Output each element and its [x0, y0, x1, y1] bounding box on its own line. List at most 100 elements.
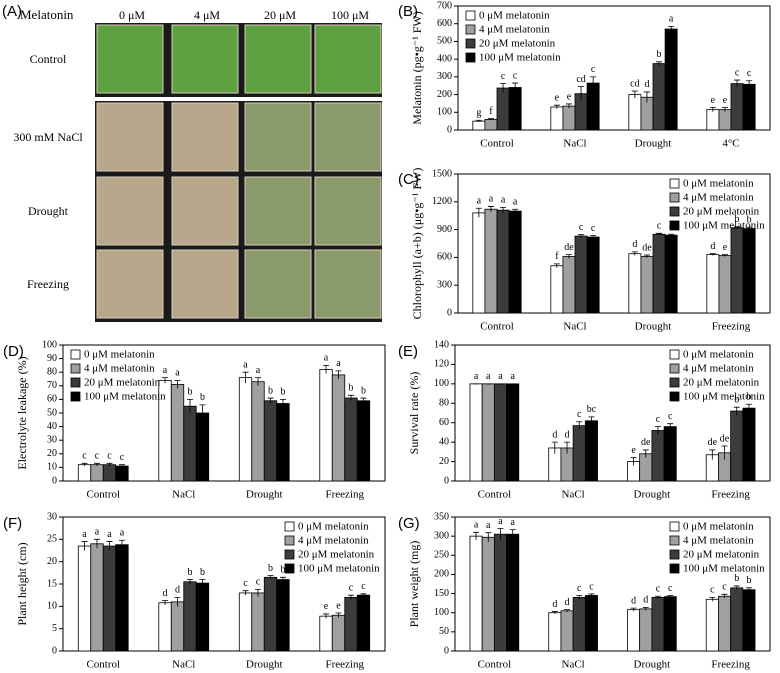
column-label: 0 μM	[119, 8, 145, 22]
legend-label: 20 μM melatonin	[683, 206, 760, 218]
plot-frame	[457, 5, 771, 131]
significance-letter: cd	[576, 74, 585, 85]
error-bar	[255, 588, 262, 597]
bar	[664, 234, 678, 314]
significance-letter: e	[567, 91, 572, 102]
x-tick-label: Drought	[635, 321, 672, 333]
significance-letter: b	[280, 387, 285, 398]
bar	[331, 374, 346, 482]
error-bar	[668, 25, 675, 32]
y-tick-label: 100	[437, 107, 452, 118]
error-bar	[487, 118, 494, 121]
y-tick-label: 200	[437, 89, 452, 100]
photo-cell	[244, 24, 312, 94]
error-bar	[174, 379, 181, 389]
bar	[506, 533, 520, 652]
error-bar	[588, 593, 595, 598]
bar	[586, 82, 600, 131]
error-bar	[656, 232, 663, 236]
significance-letter: a	[474, 520, 479, 531]
y-tick-label: 10	[47, 462, 57, 473]
y-tick-label: 40	[439, 436, 449, 447]
error-bar	[553, 104, 560, 109]
x-tick-label: NaCl	[172, 659, 195, 671]
x-tick-label: Drought	[635, 138, 672, 150]
bar	[706, 109, 720, 131]
bar	[251, 592, 265, 652]
significance-letter: c	[656, 584, 661, 595]
bar	[706, 254, 720, 314]
significance-letter: b	[747, 215, 752, 226]
bar	[742, 589, 756, 652]
significance-letter: c	[579, 222, 584, 233]
error-bar	[81, 462, 88, 467]
significance-letter: e	[555, 92, 560, 103]
x-tick-label: 4°C	[722, 138, 739, 150]
x-tick-label: Freezing	[326, 659, 365, 671]
significance-letter: a	[486, 371, 491, 382]
y-tick-label: 1500	[432, 168, 452, 179]
row-label: Drought	[28, 204, 69, 218]
bar	[572, 597, 586, 652]
error-bar	[81, 541, 88, 551]
bar	[331, 614, 346, 652]
error-bar	[512, 82, 519, 92]
error-bar	[721, 593, 728, 599]
significance-letter: a	[474, 371, 479, 382]
y-axis-label: Survival rate (%)	[407, 372, 421, 455]
legend-label: 20 μM melatonin	[298, 549, 375, 561]
bar	[560, 610, 574, 652]
x-tick-label: Freezing	[712, 321, 751, 333]
error-bar	[588, 416, 595, 425]
legend-label: 100 μM melatonin	[298, 563, 380, 575]
y-tick-label: 700	[437, 0, 452, 11]
bar	[276, 579, 290, 652]
legend-label: 100 μM melatonin	[683, 391, 765, 403]
x-tick-label: Control	[478, 489, 512, 501]
x-tick-label: NaCl	[563, 138, 586, 150]
bar	[195, 412, 210, 482]
error-bar	[564, 441, 571, 454]
y-tick-label: 60	[439, 417, 449, 428]
bar	[170, 601, 185, 652]
error-bar	[255, 377, 262, 386]
error-bar	[733, 406, 740, 415]
significance-letter: de	[708, 437, 718, 448]
significance-letter: a	[501, 195, 506, 206]
bar	[263, 576, 278, 652]
x-tick-label: NaCl	[172, 489, 195, 501]
legend-label: 4 μM melatonin	[683, 192, 754, 204]
error-bar	[643, 91, 650, 103]
y-tick-label: 0	[447, 307, 452, 318]
legend-swatch	[284, 563, 295, 574]
significance-letter: c	[735, 67, 740, 78]
bar	[496, 209, 510, 314]
legend-swatch	[70, 349, 81, 360]
significance-letter: d	[632, 239, 637, 250]
significance-letter: d	[631, 595, 636, 606]
bar	[572, 425, 586, 482]
panel-label: (G)	[398, 515, 420, 532]
legend-label: 0 μM melatonin	[479, 10, 550, 22]
significance-letter: c	[501, 71, 506, 82]
error-bar	[631, 90, 638, 99]
significance-letter: c	[107, 451, 112, 462]
y-tick-label: 30	[47, 434, 57, 445]
bar	[251, 381, 265, 482]
error-bar	[485, 532, 492, 542]
error-bar	[475, 119, 482, 123]
error-bar	[746, 226, 753, 231]
bar	[663, 426, 677, 482]
bar	[651, 597, 665, 652]
y-axis-label: Chlorophyll (a+b) (μg•g⁻¹ FW)	[410, 168, 424, 320]
significance-letter: b	[200, 392, 205, 403]
significance-letter: a	[513, 197, 518, 208]
y-tick-label: 400	[437, 53, 452, 64]
legend-swatch	[669, 220, 680, 231]
panel-a-header: Melatonin	[20, 7, 74, 22]
y-axis-label: Electrolyte leakage (%)	[15, 356, 29, 469]
significance-letter: b	[746, 575, 751, 586]
column-label: 4 μM	[194, 8, 220, 22]
significance-letter: b	[657, 49, 662, 60]
legend-swatch	[70, 391, 81, 402]
